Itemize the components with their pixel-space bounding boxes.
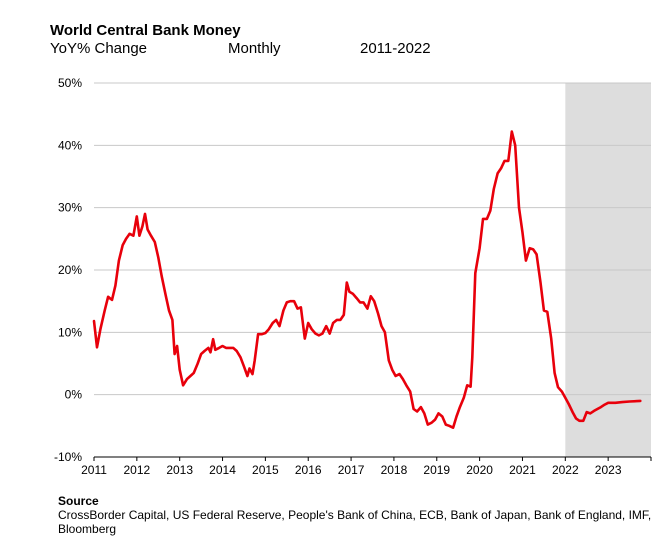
x-tick-label: 2021 bbox=[509, 463, 536, 477]
series-line bbox=[92, 130, 642, 429]
y-tick-label: 0% bbox=[65, 388, 83, 402]
subtitle-measure: YoY% Change bbox=[50, 40, 148, 57]
x-tick-label: 2012 bbox=[123, 463, 150, 477]
x-tick-label: 2016 bbox=[295, 463, 322, 477]
x-tick-label: 2011 bbox=[81, 463, 107, 477]
x-tick-label: 2020 bbox=[466, 463, 493, 477]
y-tick-label: 30% bbox=[58, 201, 82, 215]
source-heading: Source bbox=[58, 494, 99, 508]
chart-title: World Central Bank Money bbox=[50, 22, 241, 39]
subtitle-frequency: Monthly bbox=[228, 40, 281, 57]
x-tick-label: 2022 bbox=[552, 463, 579, 477]
y-tick-label: -10% bbox=[54, 450, 82, 464]
x-tick-label: 2018 bbox=[381, 463, 408, 477]
y-tick-label: 20% bbox=[58, 263, 82, 277]
x-tick-label: 2023 bbox=[595, 463, 622, 477]
x-tick-label: 2019 bbox=[423, 463, 450, 477]
x-tick-label: 2015 bbox=[252, 463, 279, 477]
x-tick-label: 2014 bbox=[209, 463, 236, 477]
chart-subtitle: YoY% Change Monthly 2011-2022 bbox=[50, 40, 610, 60]
y-tick-label: 40% bbox=[58, 138, 82, 152]
y-tick-label: 50% bbox=[58, 76, 82, 90]
line-chart: -10% 0% 10% 20% 30% 40% 50% 2011 2012 2013 2014 201… bbox=[54, 76, 652, 477]
x-tick-label: 2013 bbox=[166, 463, 193, 477]
y-tick-label: 10% bbox=[58, 325, 82, 339]
source-text: CrossBorder Capital, US Federal Reserve,… bbox=[58, 508, 652, 536]
subtitle-period: 2011-2022 bbox=[360, 40, 431, 57]
x-tick-label: 2017 bbox=[338, 463, 365, 477]
